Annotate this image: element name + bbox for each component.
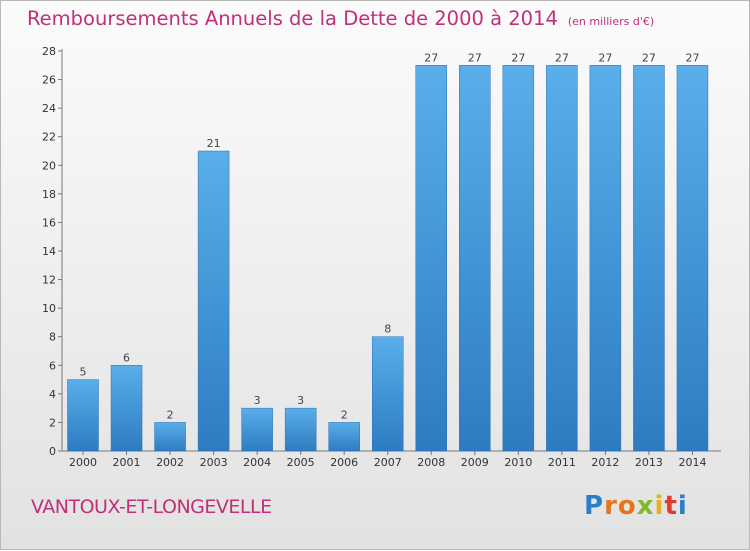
x-tick-label: 2001	[113, 456, 141, 469]
y-tick-label: 20	[42, 159, 56, 172]
chart-title: Remboursements Annuels de la Dette de 20…	[27, 7, 654, 30]
bar	[633, 65, 665, 452]
bar	[459, 65, 491, 452]
bar	[154, 422, 186, 452]
bar-value-label: 27	[685, 51, 699, 64]
y-tick-label: 6	[49, 359, 56, 372]
proxiti-logo[interactable]: Proxiti	[584, 491, 688, 521]
bar	[589, 65, 622, 452]
bar-value-label: 2	[167, 408, 174, 421]
y-tick-label: 2	[49, 416, 56, 429]
bar-value-label: 27	[555, 51, 569, 64]
bar-value-label: 8	[384, 323, 391, 336]
y-tick-label: 10	[42, 302, 56, 315]
chart-title-text: Remboursements Annuels de la Dette de 20…	[27, 7, 558, 30]
bar-value-label: 3	[254, 394, 261, 407]
x-tick-label: 2007	[374, 456, 402, 469]
bar	[546, 65, 578, 452]
y-tick-label: 18	[42, 188, 56, 201]
logo-letter: x	[636, 491, 655, 521]
x-tick-label: 2013	[635, 456, 663, 469]
y-tick-label: 22	[42, 131, 56, 144]
y-tick-label: 24	[42, 102, 56, 115]
bar	[110, 365, 143, 452]
bar-value-label: 27	[424, 51, 438, 64]
bar	[284, 407, 317, 452]
chart-subtitle: (en milliers d'€)	[567, 15, 655, 28]
bar-value-label: 27	[598, 51, 612, 64]
x-tick-label: 2012	[591, 456, 619, 469]
labels: 0246810121416182022242628520006200122002…	[42, 45, 706, 469]
y-tick-label: 4	[49, 388, 56, 401]
bar-value-label: 27	[642, 51, 656, 64]
bar-value-label: 3	[297, 394, 304, 407]
x-tick-label: 2008	[417, 456, 445, 469]
bars	[67, 65, 709, 452]
x-tick-label: 2000	[69, 456, 97, 469]
bar	[371, 336, 404, 452]
bar-value-label: 21	[207, 137, 221, 150]
y-tick-label: 14	[42, 245, 56, 258]
bar	[676, 65, 709, 452]
logo-letter: t	[664, 491, 678, 521]
bar	[328, 422, 360, 452]
bar	[197, 150, 230, 452]
x-tick-label: 2010	[504, 456, 532, 469]
bar-value-label: 2	[341, 408, 348, 421]
x-tick-label: 2006	[330, 456, 358, 469]
bar	[67, 379, 99, 452]
y-tick-label: 8	[49, 331, 56, 344]
logo-letter: o	[617, 491, 637, 521]
bar-value-label: 27	[511, 51, 525, 64]
x-tick-label: 2004	[243, 456, 271, 469]
x-tick-label: 2005	[287, 456, 315, 469]
y-tick-label: 0	[49, 445, 56, 458]
logo-letter: r	[604, 491, 618, 521]
bar	[241, 407, 273, 452]
x-tick-label: 2011	[548, 456, 576, 469]
x-tick-label: 2009	[461, 456, 489, 469]
bar-value-label: 6	[123, 351, 130, 364]
y-tick-label: 26	[42, 74, 56, 87]
bar	[502, 65, 535, 452]
y-tick-label: 28	[42, 45, 56, 58]
logo-letter: P	[584, 491, 605, 521]
x-tick-label: 2014	[678, 456, 706, 469]
commune-name: VANTOUX-ET-LONGEVELLE	[31, 496, 272, 518]
y-tick-label: 12	[42, 274, 56, 287]
logo-letter: i	[677, 491, 688, 521]
logo-letter: i	[654, 491, 665, 521]
bar-value-label: 27	[468, 51, 482, 64]
x-tick-label: 2002	[156, 456, 184, 469]
y-tick-label: 16	[42, 216, 56, 229]
x-tick-label: 2003	[200, 456, 228, 469]
bar	[415, 65, 448, 452]
bar-value-label: 5	[80, 366, 87, 379]
